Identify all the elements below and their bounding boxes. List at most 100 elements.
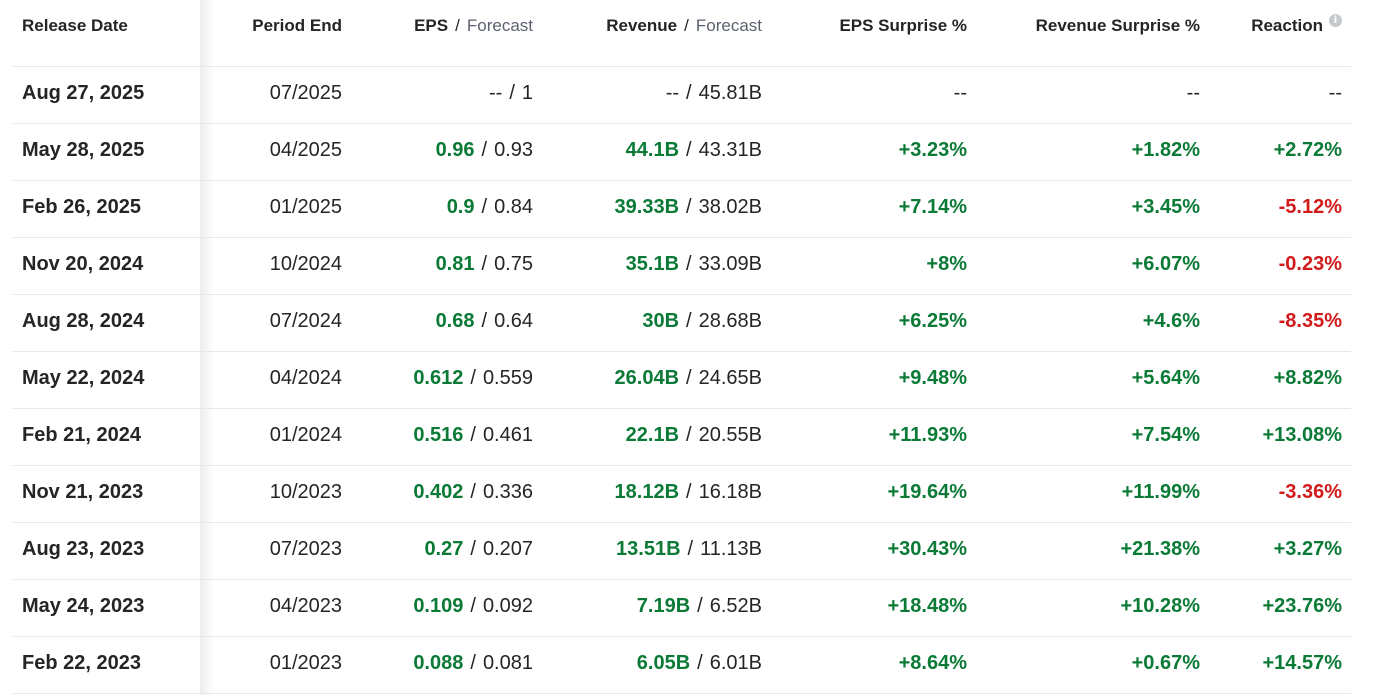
revenue-forecast: 24.65B <box>698 367 762 389</box>
reaction: +3.27% <box>1273 538 1342 560</box>
sticky-column-shadow <box>200 0 214 695</box>
header-release-date[interactable]: Release Date <box>22 16 128 35</box>
eps-cell: 0.516 / 0.461 <box>413 424 533 447</box>
separator: / <box>697 595 703 617</box>
revenue-actual: 13.51B <box>616 538 681 560</box>
eps-forecast: 0.336 <box>482 481 533 503</box>
earnings-table: Release Date Period End EPS / Forecast Rev… <box>13 0 1351 694</box>
eps-actual: 0.109 <box>413 595 464 617</box>
eps-forecast: 0.207 <box>482 538 533 560</box>
revenue-actual: 6.05B <box>636 652 691 674</box>
release-date: May 28, 2025 <box>22 139 145 161</box>
eps-actual: 0.612 <box>413 367 464 389</box>
header-period-end[interactable]: Period End <box>252 16 342 35</box>
revenue-cell: 13.51B / 11.13B <box>616 538 762 561</box>
reaction: +13.08% <box>1262 424 1342 446</box>
eps-actual: 0.088 <box>413 652 464 674</box>
revenue-forecast: 20.55B <box>698 424 762 446</box>
release-date: Aug 23, 2023 <box>22 538 145 560</box>
revenue-actual: 35.1B <box>625 253 680 275</box>
revenue-surprise: +21.38% <box>1120 538 1200 560</box>
table-row[interactable]: Aug 28, 2024 07/2024 0.68 / 0.64 30B / 28.68B +6… <box>13 295 1351 352</box>
eps-surprise: +8.64% <box>898 652 967 674</box>
separator: / <box>481 196 488 218</box>
revenue-actual: 18.12B <box>614 481 680 503</box>
header-revenue[interactable]: Revenue / Forecast <box>606 16 762 36</box>
eps-surprise: +18.48% <box>887 595 967 617</box>
revenue-surprise: +0.67% <box>1131 652 1200 674</box>
header-eps[interactable]: EPS / Forecast <box>414 16 533 36</box>
eps-forecast: 0.092 <box>482 595 533 617</box>
eps-cell: 0.402 / 0.336 <box>413 481 533 504</box>
period-end: 04/2025 <box>269 139 342 161</box>
info-icon[interactable]: i <box>1329 14 1342 27</box>
revenue-cell: 22.1B / 20.55B <box>626 424 762 447</box>
table-row[interactable]: May 28, 2025 04/2025 0.96 / 0.93 44.1B / 43.31B… <box>13 124 1351 181</box>
period-end: 07/2025 <box>269 82 342 104</box>
eps-actual: -- <box>488 82 503 104</box>
revenue-actual: 22.1B <box>625 424 680 446</box>
separator: / <box>686 253 692 275</box>
separator: / <box>470 595 476 617</box>
revenue-surprise: +10.28% <box>1120 595 1200 617</box>
reaction: +23.76% <box>1262 595 1342 617</box>
eps-actual: 0.9 <box>446 196 475 218</box>
eps-cell: 0.81 / 0.75 <box>436 253 533 276</box>
eps-surprise: +6.25% <box>898 310 967 332</box>
period-end: 10/2024 <box>269 253 342 275</box>
separator: / <box>470 424 476 446</box>
revenue-cell: 39.33B / 38.02B <box>615 196 762 219</box>
eps-surprise: +7.14% <box>898 196 967 218</box>
revenue-cell: 26.04B / 24.65B <box>615 367 762 390</box>
reaction: +8.82% <box>1273 367 1342 389</box>
revenue-surprise: +11.99% <box>1121 481 1200 503</box>
period-end: 07/2024 <box>269 310 342 332</box>
revenue-surprise: +6.07% <box>1131 253 1200 275</box>
separator: / <box>686 82 692 104</box>
reaction: +14.57% <box>1262 652 1342 674</box>
table-row[interactable]: Aug 27, 2025 07/2025 -- / 1 -- / 45.81B -- -- -- <box>13 67 1351 124</box>
eps-cell: 0.27 / 0.207 <box>424 538 533 561</box>
revenue-forecast: 6.01B <box>709 652 762 674</box>
eps-actual: 0.81 <box>435 253 475 275</box>
release-date: May 24, 2023 <box>22 595 145 617</box>
header-separator: / <box>684 16 689 35</box>
revenue-forecast: 43.31B <box>698 139 762 161</box>
revenue-forecast: 11.13B <box>700 538 762 560</box>
revenue-cell: 30B / 28.68B <box>642 310 762 333</box>
separator: / <box>470 652 476 674</box>
revenue-surprise: +7.54% <box>1131 424 1200 446</box>
header-reaction[interactable]: Reaction i <box>1251 14 1342 36</box>
table-row[interactable]: May 22, 2024 04/2024 0.612 / 0.559 26.04B / 24.… <box>13 352 1351 409</box>
table-header: Release Date Period End EPS / Forecast Rev… <box>13 0 1351 67</box>
period-end: 04/2024 <box>269 367 342 389</box>
eps-surprise: +11.93% <box>888 424 967 446</box>
table-row[interactable]: May 24, 2023 04/2023 0.109 / 0.092 7.19B / 6.52… <box>13 580 1351 637</box>
header-revenue-surprise[interactable]: Revenue Surprise % <box>1035 16 1200 35</box>
table-row[interactable]: Nov 21, 2023 10/2023 0.402 / 0.336 18.12B / 16.… <box>13 466 1351 523</box>
separator: / <box>687 538 694 560</box>
header-eps-surprise[interactable]: EPS Surprise % <box>839 16 967 35</box>
reaction: -8.35% <box>1278 310 1342 332</box>
eps-cell: 0.68 / 0.64 <box>436 310 533 333</box>
revenue-actual: 44.1B <box>625 139 680 161</box>
revenue-forecast: 45.81B <box>698 82 762 104</box>
revenue-actual: 30B <box>642 310 680 332</box>
eps-forecast: 0.559 <box>482 367 533 389</box>
period-end: 10/2023 <box>269 481 342 503</box>
table-row[interactable]: Nov 20, 2024 10/2024 0.81 / 0.75 35.1B / 33.09B… <box>13 238 1351 295</box>
table-row[interactable]: Feb 21, 2024 01/2024 0.516 / 0.461 22.1B / 20.5… <box>13 409 1351 466</box>
revenue-cell: 18.12B / 16.18B <box>615 481 762 504</box>
header-eps-label: EPS <box>414 16 449 35</box>
reaction: -- <box>1328 82 1342 104</box>
separator: / <box>481 139 488 161</box>
table-row[interactable]: Feb 22, 2023 01/2023 0.088 / 0.081 6.05B / 6.01… <box>13 637 1351 694</box>
eps-cell: -- / 1 <box>489 82 533 105</box>
table-row[interactable]: Feb 26, 2025 01/2025 0.9 / 0.84 39.33B / 38.02B… <box>13 181 1351 238</box>
table-row[interactable]: Aug 23, 2023 07/2023 0.27 / 0.207 13.51B / 11.1… <box>13 523 1351 580</box>
eps-cell: 0.088 / 0.081 <box>413 652 533 675</box>
separator: / <box>686 481 692 503</box>
separator: / <box>509 82 515 104</box>
header-eps-forecast: Forecast <box>466 16 533 35</box>
separator: / <box>470 367 476 389</box>
